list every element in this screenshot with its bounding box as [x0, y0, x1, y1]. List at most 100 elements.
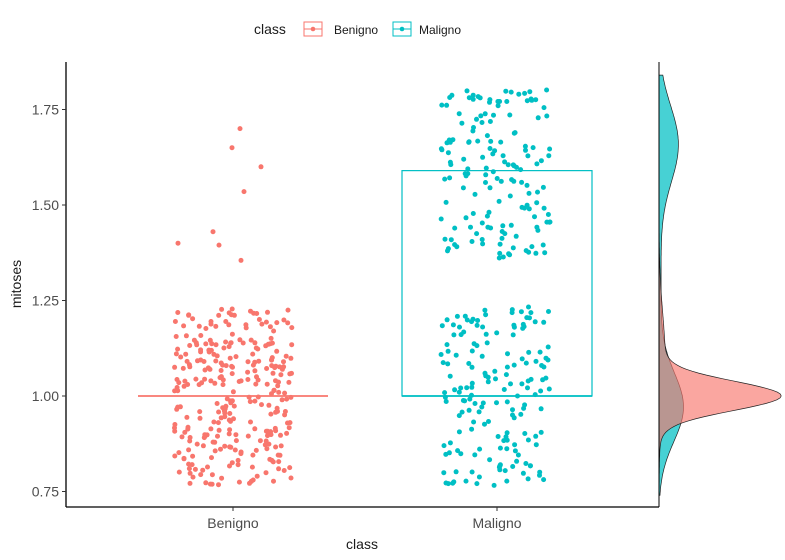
benigno-point — [257, 438, 263, 444]
benigno-point — [254, 473, 260, 479]
maligno-point — [526, 190, 532, 196]
maligno-point — [537, 469, 543, 475]
y-tick-label: 1.00 — [32, 388, 59, 404]
maligno-point — [452, 225, 458, 231]
maligno-point — [446, 450, 452, 456]
maligno-point — [447, 373, 453, 379]
maligno-point — [444, 102, 450, 108]
benigno-point — [264, 366, 270, 371]
benigno-point — [286, 425, 292, 431]
benigno-point — [198, 357, 204, 363]
benigno-point — [203, 326, 209, 331]
maligno-point — [491, 482, 497, 488]
benigno-point — [190, 474, 196, 480]
maligno-point — [526, 249, 532, 255]
maligno-point — [494, 400, 499, 406]
benigno-point — [219, 475, 225, 481]
benigno-point — [231, 312, 237, 318]
benigno-outlier — [237, 126, 243, 132]
benigno-point — [227, 427, 233, 433]
benigno-point — [220, 405, 226, 411]
benigno-point — [180, 365, 186, 371]
benigno-point — [289, 325, 295, 331]
maligno-point — [466, 95, 472, 101]
maligno-point — [499, 229, 505, 234]
maligno-point — [467, 396, 473, 402]
maligno-point — [545, 212, 551, 217]
maligno-point — [538, 388, 544, 394]
benigno-point — [231, 403, 237, 409]
maligno-point — [540, 184, 546, 190]
benigno-point — [209, 472, 215, 478]
maligno-point — [516, 91, 522, 97]
benigno-point — [266, 402, 272, 408]
benigno-point — [248, 419, 253, 425]
benigno-point — [256, 317, 262, 322]
legend-title: class — [254, 21, 286, 37]
maligno-point — [504, 430, 510, 436]
benigno-point — [287, 371, 293, 377]
maligno-point — [525, 476, 531, 482]
maligno-point — [476, 474, 482, 480]
maligno-point — [445, 150, 451, 156]
benigno-point — [186, 447, 192, 453]
benigno-point — [267, 324, 273, 330]
benigno-point — [277, 452, 283, 458]
benigno-point — [213, 323, 219, 329]
benigno-point — [245, 377, 251, 382]
maligno-point — [487, 457, 493, 463]
benigno-point — [274, 348, 280, 354]
benigno-point — [226, 322, 232, 328]
maligno-point — [438, 216, 444, 222]
maligno-point — [461, 156, 467, 162]
benigno-point — [240, 340, 246, 346]
maligno-point — [468, 224, 473, 230]
maligno-point — [543, 355, 549, 361]
maligno-point — [462, 313, 468, 319]
maligno-point — [524, 202, 530, 208]
benigno-point — [190, 316, 196, 322]
maligno-point — [505, 351, 510, 357]
maligno-point — [469, 348, 475, 354]
maligno-point — [526, 206, 532, 212]
benigno-point — [215, 433, 220, 439]
maligno-point — [492, 368, 498, 374]
maligno-point — [523, 360, 529, 366]
maligno-point — [527, 315, 532, 321]
maligno-point — [466, 361, 472, 366]
benigno-point — [173, 334, 179, 339]
maligno-point — [441, 443, 447, 449]
y-tick-label: 1.25 — [32, 293, 59, 309]
benigno-point — [281, 359, 286, 365]
maligno-point — [525, 437, 531, 443]
benigno-point — [198, 347, 204, 353]
benigno-outlier — [210, 229, 216, 235]
maligno-point — [535, 189, 540, 195]
benigno-point — [228, 340, 234, 346]
benigno-point — [197, 415, 203, 421]
maligno-point — [541, 477, 547, 483]
benigno-point — [202, 376, 208, 382]
maligno-point — [540, 242, 546, 248]
y-ticks: 0.75 1.00 1.25 1.50 1.75 — [32, 102, 66, 500]
maligno-point — [546, 153, 552, 159]
benigno-point — [277, 364, 283, 370]
maligno-point — [482, 421, 487, 427]
maligno-point — [504, 399, 510, 405]
benigno-point — [226, 417, 232, 423]
benigno-point — [276, 379, 281, 385]
maligno-point — [445, 248, 450, 254]
legend-label: Maligno — [419, 23, 461, 37]
benigno-outlier — [241, 189, 247, 195]
benigno-point — [276, 459, 282, 465]
benigno-point — [256, 358, 262, 364]
maligno-point — [456, 429, 462, 435]
benigno-point — [282, 390, 288, 396]
benigno-point — [193, 340, 199, 346]
benigno-point — [213, 342, 219, 348]
benigno-point — [182, 378, 188, 384]
maligno-point — [447, 175, 453, 181]
benigno-point — [281, 468, 287, 473]
maligno-point — [495, 434, 501, 439]
benigno-point — [248, 308, 253, 314]
